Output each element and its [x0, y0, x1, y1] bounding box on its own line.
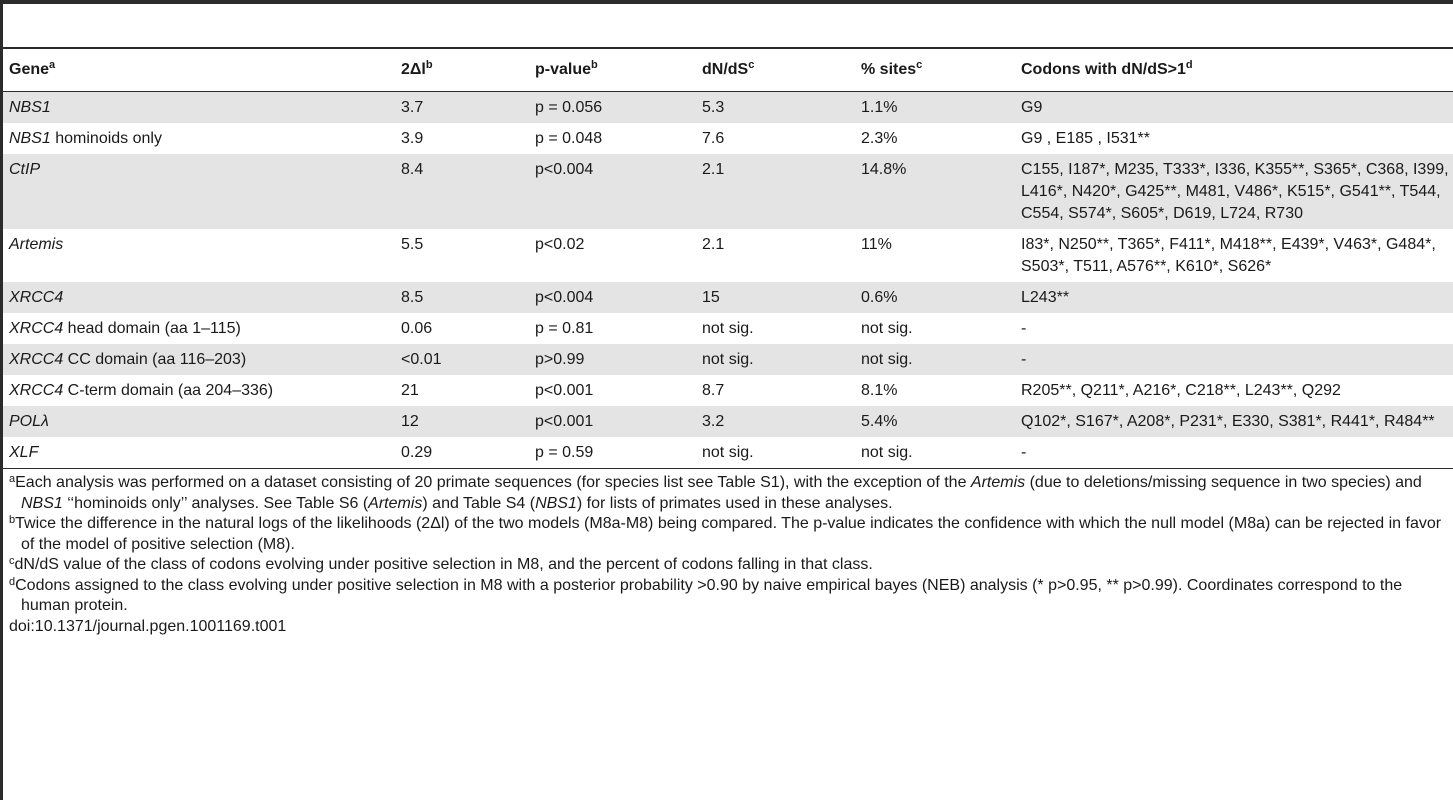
table-row: Artemis 5.5 p<0.02 2.1 11% I83*, N250**,… — [3, 229, 1453, 282]
cell-dnds: not sig. — [702, 320, 754, 337]
footnote-c: cdN/dS value of the class of codons evol… — [9, 555, 873, 574]
cell-codons: - — [1021, 320, 1027, 337]
cell-sites: 1.1% — [861, 99, 898, 116]
cell-pvalue: p = 0.81 — [535, 320, 594, 337]
cell-pvalue: p<0.001 — [535, 382, 594, 399]
cell-2dl: 3.7 — [401, 99, 424, 116]
table-row: NBS1 3.7 p = 0.056 5.3 1.1% G9 — [3, 91, 1453, 123]
cell-pvalue: p<0.001 — [535, 413, 594, 430]
cell-codons: G9 — [1021, 99, 1043, 116]
table-row: NBS1 hominoids only 3.9 p = 0.048 7.6 2.… — [3, 123, 1453, 154]
cell-sites: 5.4% — [861, 413, 898, 430]
cell-pvalue: p = 0.056 — [535, 99, 603, 116]
cell-dnds: 2.1 — [702, 161, 725, 178]
cell-codons: - — [1021, 351, 1027, 368]
table-row: XRCC4 head domain (aa 1–115) 0.06 p = 0.… — [3, 313, 1453, 344]
footnote-b: bTwice the difference in the natural log… — [9, 514, 1442, 553]
cell-2dl: <0.01 — [401, 351, 442, 368]
cell-2dl: 8.4 — [401, 161, 424, 178]
cell-sites: 2.3% — [861, 130, 898, 147]
cell-sites: not sig. — [861, 444, 913, 461]
cell-gene: XRCC4 head domain (aa 1–115) — [9, 320, 241, 337]
table-row: XRCC4 CC domain (aa 116–203) <0.01 p>0.9… — [3, 344, 1453, 375]
cell-dnds: not sig. — [702, 444, 754, 461]
cell-pvalue: p<0.004 — [535, 289, 594, 306]
table-row: XRCC4 8.5 p<0.004 15 0.6% L243** — [3, 282, 1453, 313]
cell-dnds: 3.2 — [702, 413, 725, 430]
cell-sites: 8.1% — [861, 382, 898, 399]
cell-2dl: 12 — [401, 413, 419, 430]
table-row: XLF 0.29 p = 0.59 not sig. not sig. - — [3, 437, 1453, 469]
cell-dnds: 2.1 — [702, 236, 725, 253]
cell-2dl: 0.29 — [401, 444, 433, 461]
cell-gene: XRCC4 — [9, 289, 64, 306]
cell-codons: I83*, N250**, T365*, F411*, M418**, E439… — [1021, 236, 1436, 275]
cell-2dl: 8.5 — [401, 289, 424, 306]
cell-dnds: 5.3 — [702, 99, 725, 116]
cell-gene: POLλ — [9, 413, 49, 430]
cell-codons: G9 , E185 , I531** — [1021, 130, 1150, 147]
table-row: XRCC4 C-term domain (aa 204–336) 21 p<0.… — [3, 375, 1453, 406]
header-gene: Genea — [9, 59, 56, 79]
table-header-row: Genea 2Δlb p-valueb dN/dSc % sitesc Codo… — [3, 48, 1453, 92]
cell-pvalue: p = 0.048 — [535, 130, 603, 147]
footnote-d: dCodons assigned to the class evolving u… — [9, 575, 1403, 614]
doi-link[interactable]: doi:10.1371/journal.pgen.1001169.t001 — [9, 617, 287, 635]
cell-gene: Artemis — [9, 236, 64, 253]
cell-gene: XLF — [9, 444, 39, 461]
frame-top-border — [0, 0, 1453, 4]
header-sites: % sitesc — [861, 59, 923, 79]
cell-2dl: 21 — [401, 382, 419, 399]
table-row: CtIP 8.4 p<0.004 2.1 14.8% C155, I187*, … — [3, 154, 1453, 229]
header-2dl: 2Δlb — [401, 59, 433, 79]
cell-2dl: 5.5 — [401, 236, 424, 253]
cell-gene: NBS1 — [9, 99, 51, 116]
cell-pvalue: p<0.02 — [535, 236, 585, 253]
cell-dnds: 7.6 — [702, 130, 725, 147]
cell-sites: 0.6% — [861, 289, 898, 306]
cell-pvalue: p<0.004 — [535, 161, 594, 178]
cell-sites: not sig. — [861, 320, 913, 337]
header-codons: Codons with dN/dS>1d — [1021, 59, 1193, 79]
cell-sites: not sig. — [861, 351, 913, 368]
cell-dnds: not sig. — [702, 351, 754, 368]
cell-codons: C155, I187*, M235, T333*, I336, K355**, … — [1021, 161, 1449, 222]
footnote-a: aEach analysis was performed on a datase… — [9, 473, 1422, 512]
table-row: POLλ 12 p<0.001 3.2 5.4% Q102*, S167*, A… — [3, 406, 1453, 437]
cell-dnds: 15 — [702, 289, 720, 306]
cell-gene: XRCC4 C-term domain (aa 204–336) — [9, 382, 274, 399]
cell-pvalue: p>0.99 — [535, 351, 585, 368]
cell-gene: NBS1 hominoids only — [9, 130, 162, 147]
table-container: Genea 2Δlb p-valueb dN/dSc % sitesc Codo… — [3, 4, 1453, 637]
table-footnotes: aEach analysis was performed on a datase… — [3, 469, 1453, 637]
results-table: Genea 2Δlb p-valueb dN/dSc % sitesc Codo… — [3, 47, 1453, 469]
cell-dnds: 8.7 — [702, 382, 725, 399]
cell-gene: XRCC4 CC domain (aa 116–203) — [9, 351, 247, 368]
cell-sites: 14.8% — [861, 161, 907, 178]
cell-2dl: 0.06 — [401, 320, 433, 337]
cell-pvalue: p = 0.59 — [535, 444, 594, 461]
header-dnds: dN/dSc — [702, 59, 755, 79]
cell-2dl: 3.9 — [401, 130, 424, 147]
cell-codons: R205**, Q211*, A216*, C218**, L243**, Q2… — [1021, 382, 1341, 399]
frame-left-border — [0, 0, 3, 800]
cell-gene: CtIP — [9, 161, 41, 178]
top-spacer — [3, 4, 1453, 47]
cell-codons: Q102*, S167*, A208*, P231*, E330, S381*,… — [1021, 413, 1435, 430]
cell-codons: L243** — [1021, 289, 1070, 306]
cell-codons: - — [1021, 444, 1027, 461]
cell-sites: 11% — [861, 236, 892, 253]
header-pvalue: p-valueb — [535, 59, 598, 79]
